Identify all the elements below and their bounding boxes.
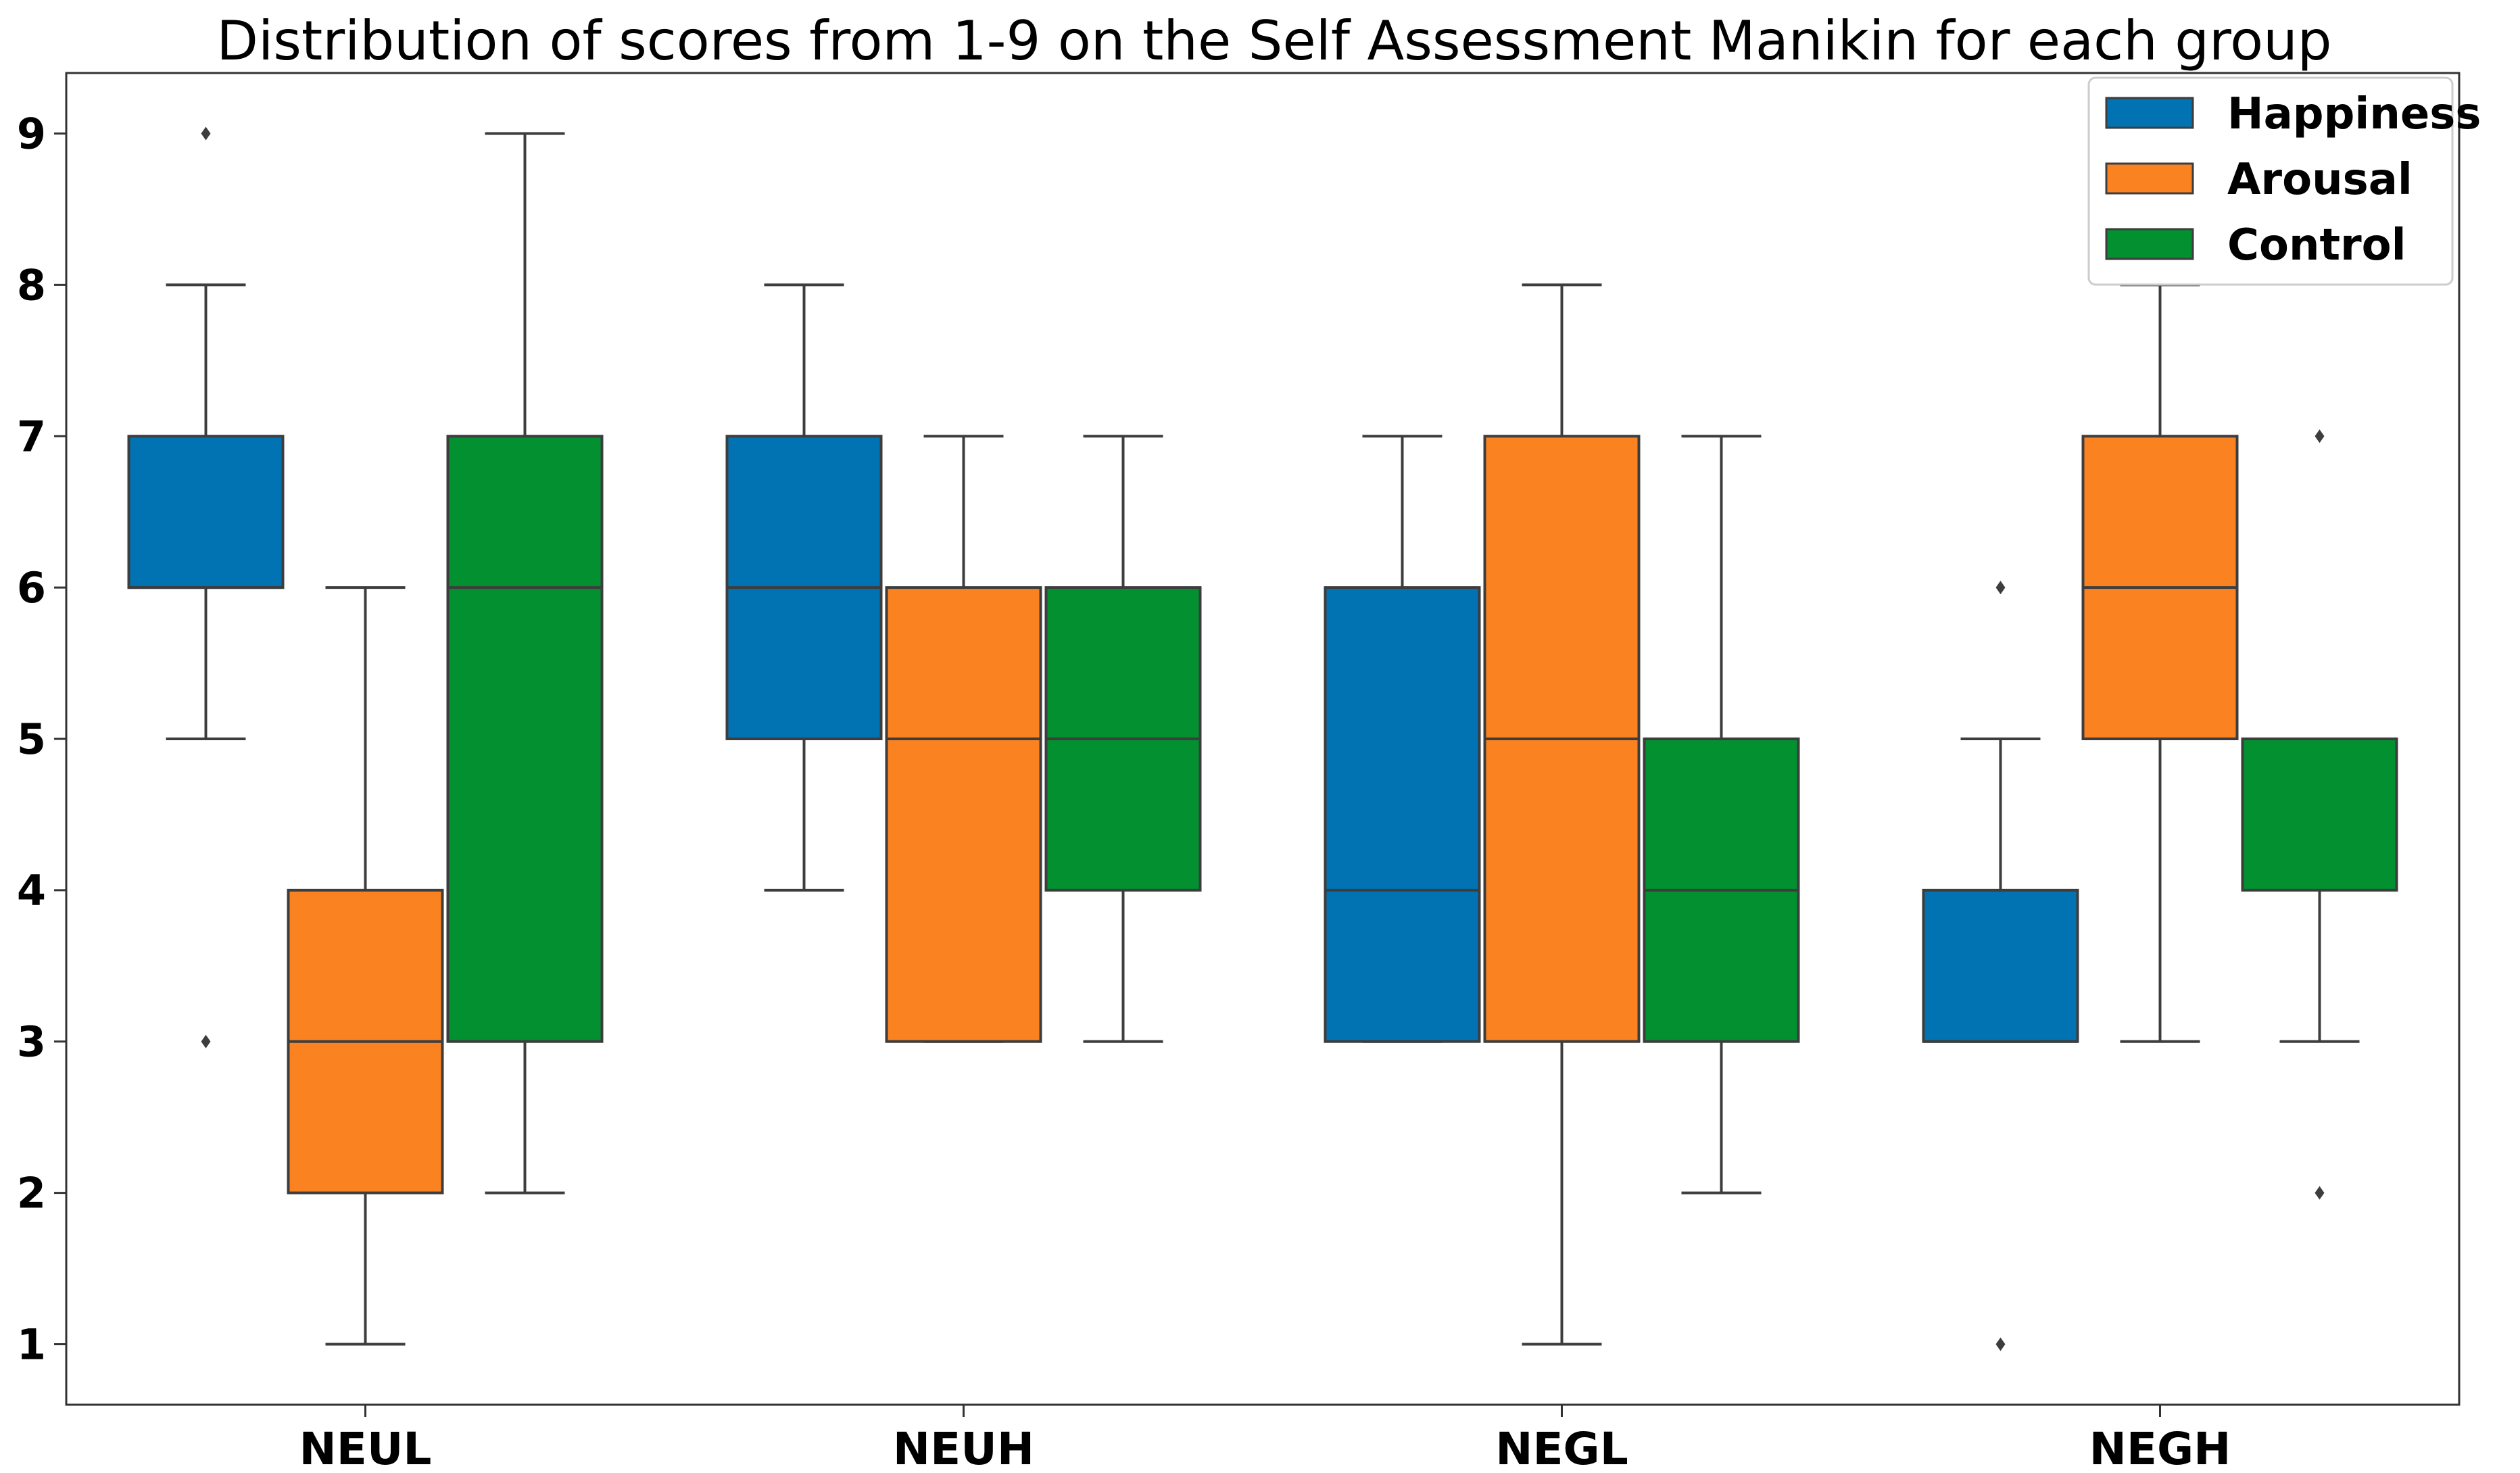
y-tick-label: 3 [17, 1017, 46, 1067]
legend-swatch-happiness [2105, 97, 2194, 129]
x-tick-label: NEGH [2089, 1423, 2231, 1473]
box-iqr [127, 435, 285, 589]
box-happiness-neuh [725, 283, 883, 892]
legend-label-control: Control [2227, 220, 2406, 270]
legend-label-arousal: Arousal [2227, 155, 2413, 205]
y-tick-label: 8 [17, 260, 46, 310]
outlier-point [2315, 1186, 2325, 1200]
outlier-point [1995, 1337, 2006, 1351]
y-tick-label: 9 [17, 110, 46, 159]
y-tick-label: 4 [17, 866, 46, 915]
x-tick-label: NEUH [893, 1423, 1034, 1473]
x-tick-label: NEUL [299, 1423, 432, 1473]
box-control-negl [1643, 435, 1800, 1194]
legend-swatch-control [2105, 228, 2194, 260]
box-iqr [1324, 586, 1481, 1043]
chart-title: Distribution of scores from 1-9 on the S… [216, 9, 2331, 72]
outlier-point [2315, 429, 2325, 443]
y-tick-label: 1 [17, 1320, 46, 1369]
x-tick-label: NEGL [1495, 1423, 1628, 1473]
box-iqr [1922, 888, 2079, 1043]
y-tick-label: 6 [17, 563, 46, 612]
box-control-negh [2241, 429, 2398, 1200]
legend-swatch-arousal [2105, 162, 2194, 195]
y-tick-label: 5 [17, 715, 46, 764]
y-tick-label: 7 [17, 412, 46, 461]
legend-label-happiness: Happiness [2227, 89, 2481, 139]
box-happiness-negl [1324, 435, 1481, 1043]
outlier-point [1995, 581, 2006, 595]
box-iqr [446, 435, 604, 1043]
box-happiness-neul [127, 126, 285, 1048]
x-axis: NEUL NEUH NEGL NEGH [299, 1405, 2231, 1473]
box-arousal-neuh [885, 435, 1042, 1043]
box-happiness-negh [1922, 581, 2079, 1351]
box-arousal-negh [2081, 283, 2239, 1043]
box-iqr [2241, 738, 2398, 892]
box-arousal-negl [1483, 283, 1641, 1346]
y-tick-label: 2 [17, 1169, 46, 1218]
outlier-point [201, 126, 211, 141]
boxplot-series-group [127, 126, 2398, 1351]
box-arousal-neul [287, 586, 444, 1346]
box-control-neuh [1044, 435, 1202, 1043]
legend: Happiness Arousal Control [2087, 76, 2481, 286]
box-iqr [885, 586, 1042, 1043]
outlier-point [201, 1034, 211, 1048]
box-control-neul [446, 132, 604, 1194]
y-axis: 1 2 3 4 5 6 7 8 9 [17, 110, 66, 1369]
